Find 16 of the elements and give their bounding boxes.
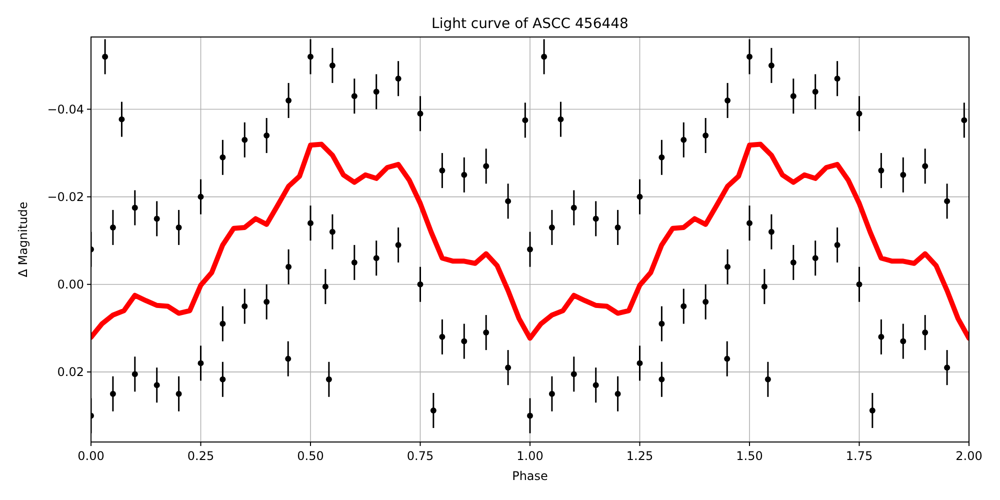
chart-title: Light curve of ASCC 456448	[432, 16, 628, 32]
x-tick-label: 0.75	[406, 449, 434, 463]
x-tick-label: 1.75	[846, 449, 873, 463]
x-tick-label: 0.50	[297, 449, 324, 463]
y-tick-label: 0.02	[57, 365, 84, 380]
x-tick-label: 0.00	[78, 449, 104, 463]
x-tick-label: 1.50	[736, 449, 763, 463]
y-tick-label: 0.00	[57, 278, 84, 292]
y-axis-title: Δ Magnitude	[16, 202, 30, 278]
x-tick-label: 0.25	[187, 449, 214, 463]
x-axis-title: Phase	[512, 469, 548, 483]
x-tick-label: 1.00	[516, 449, 544, 463]
y-tick-label: −0.04	[47, 102, 84, 116]
x-tick-label: 2.00	[956, 449, 982, 463]
x-tick-label: 1.25	[626, 449, 654, 463]
y-tick-label: −0.02	[47, 190, 84, 204]
